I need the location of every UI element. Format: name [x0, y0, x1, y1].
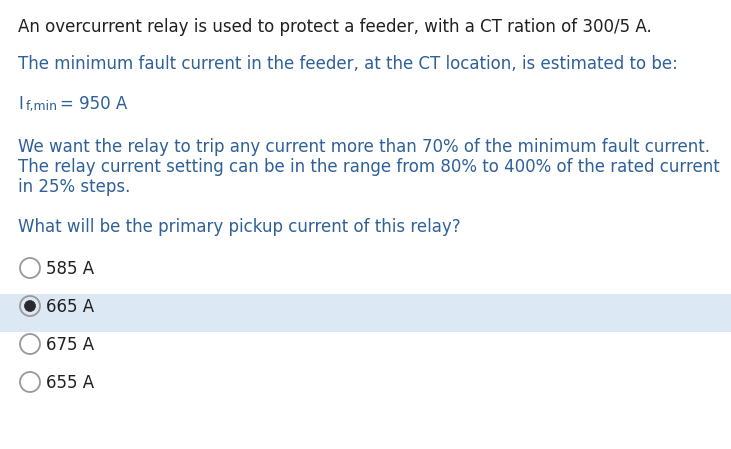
Text: in 25% steps.: in 25% steps.: [18, 178, 130, 196]
Text: What will be the primary pickup current of this relay?: What will be the primary pickup current …: [18, 218, 461, 236]
FancyBboxPatch shape: [0, 294, 731, 332]
Text: 585 A: 585 A: [46, 260, 94, 278]
Text: = 950 A: = 950 A: [60, 95, 127, 113]
Text: The minimum fault current in the feeder, at the CT location, is estimated to be:: The minimum fault current in the feeder,…: [18, 55, 678, 73]
Text: f,min: f,min: [26, 100, 58, 113]
Text: We want the relay to trip any current more than 70% of the minimum fault current: We want the relay to trip any current mo…: [18, 138, 710, 156]
Text: An overcurrent relay is used to protect a feeder, with a CT ration of 300/5 A.: An overcurrent relay is used to protect …: [18, 18, 652, 36]
Text: I: I: [18, 95, 23, 113]
Text: 675 A: 675 A: [46, 336, 94, 354]
Circle shape: [25, 300, 36, 312]
Text: 665 A: 665 A: [46, 298, 94, 316]
Text: 655 A: 655 A: [46, 374, 94, 392]
Text: The relay current setting can be in the range from 80% to 400% of the rated curr: The relay current setting can be in the …: [18, 158, 720, 176]
